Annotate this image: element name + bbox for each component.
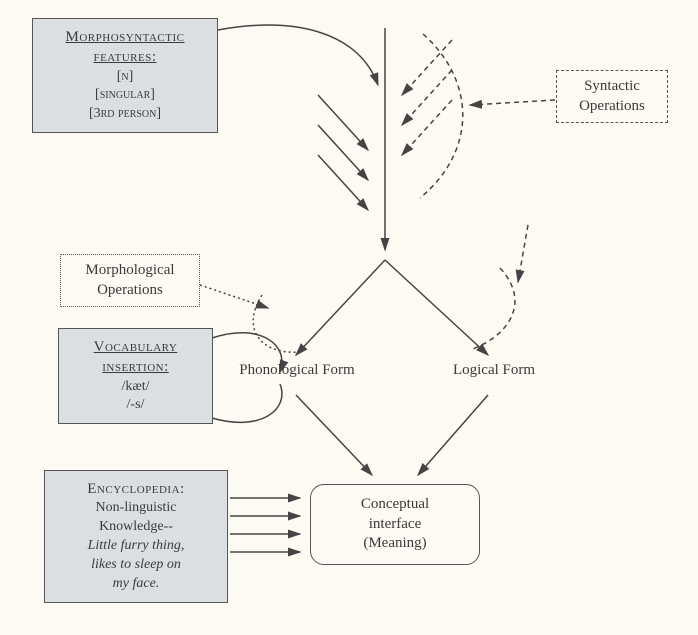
encyclopedia-sub2: Knowledge-- [55, 518, 217, 537]
features-box: Morphosyntactic features: [n] [singular]… [32, 18, 218, 133]
lf-label: Logical Form [444, 362, 544, 379]
syntactic-ops-box: Syntactic Operations [556, 70, 668, 123]
vocab-box: Vocabulary insertion: /kæt/ /-s/ [58, 328, 213, 424]
encyclopedia-title: Encyclopedia: [55, 479, 217, 499]
pf-label: Phonological Form [222, 362, 372, 379]
conceptual-line1: Conceptual [323, 495, 467, 515]
conceptual-line2: interface [323, 515, 467, 535]
encyclopedia-desc1: Little furry thing, [55, 537, 217, 556]
feature-n: [n] [43, 68, 207, 87]
encyclopedia-sub1: Non-linguistic [55, 499, 217, 518]
morphological-ops-label: Morphological Operations [85, 262, 174, 298]
features-title: Morphosyntactic features: [43, 27, 207, 68]
syntactic-ops-label: Syntactic Operations [579, 78, 645, 114]
conceptual-interface-box: Conceptual interface (Meaning) [310, 484, 480, 565]
conceptual-line3: (Meaning) [323, 534, 467, 554]
feature-singular: [singular] [43, 86, 207, 105]
vocab-title: Vocabulary insertion: [69, 337, 202, 378]
vocab-phon-2: /-s/ [69, 396, 202, 415]
encyclopedia-desc3: my face. [55, 575, 217, 594]
vocab-phon-1: /kæt/ [69, 378, 202, 397]
encyclopedia-box: Encyclopedia: Non-linguistic Knowledge--… [44, 470, 228, 603]
morphological-ops-box: Morphological Operations [60, 254, 200, 307]
feature-3person: [3rd person] [43, 105, 207, 124]
encyclopedia-desc2: likes to sleep on [55, 556, 217, 575]
